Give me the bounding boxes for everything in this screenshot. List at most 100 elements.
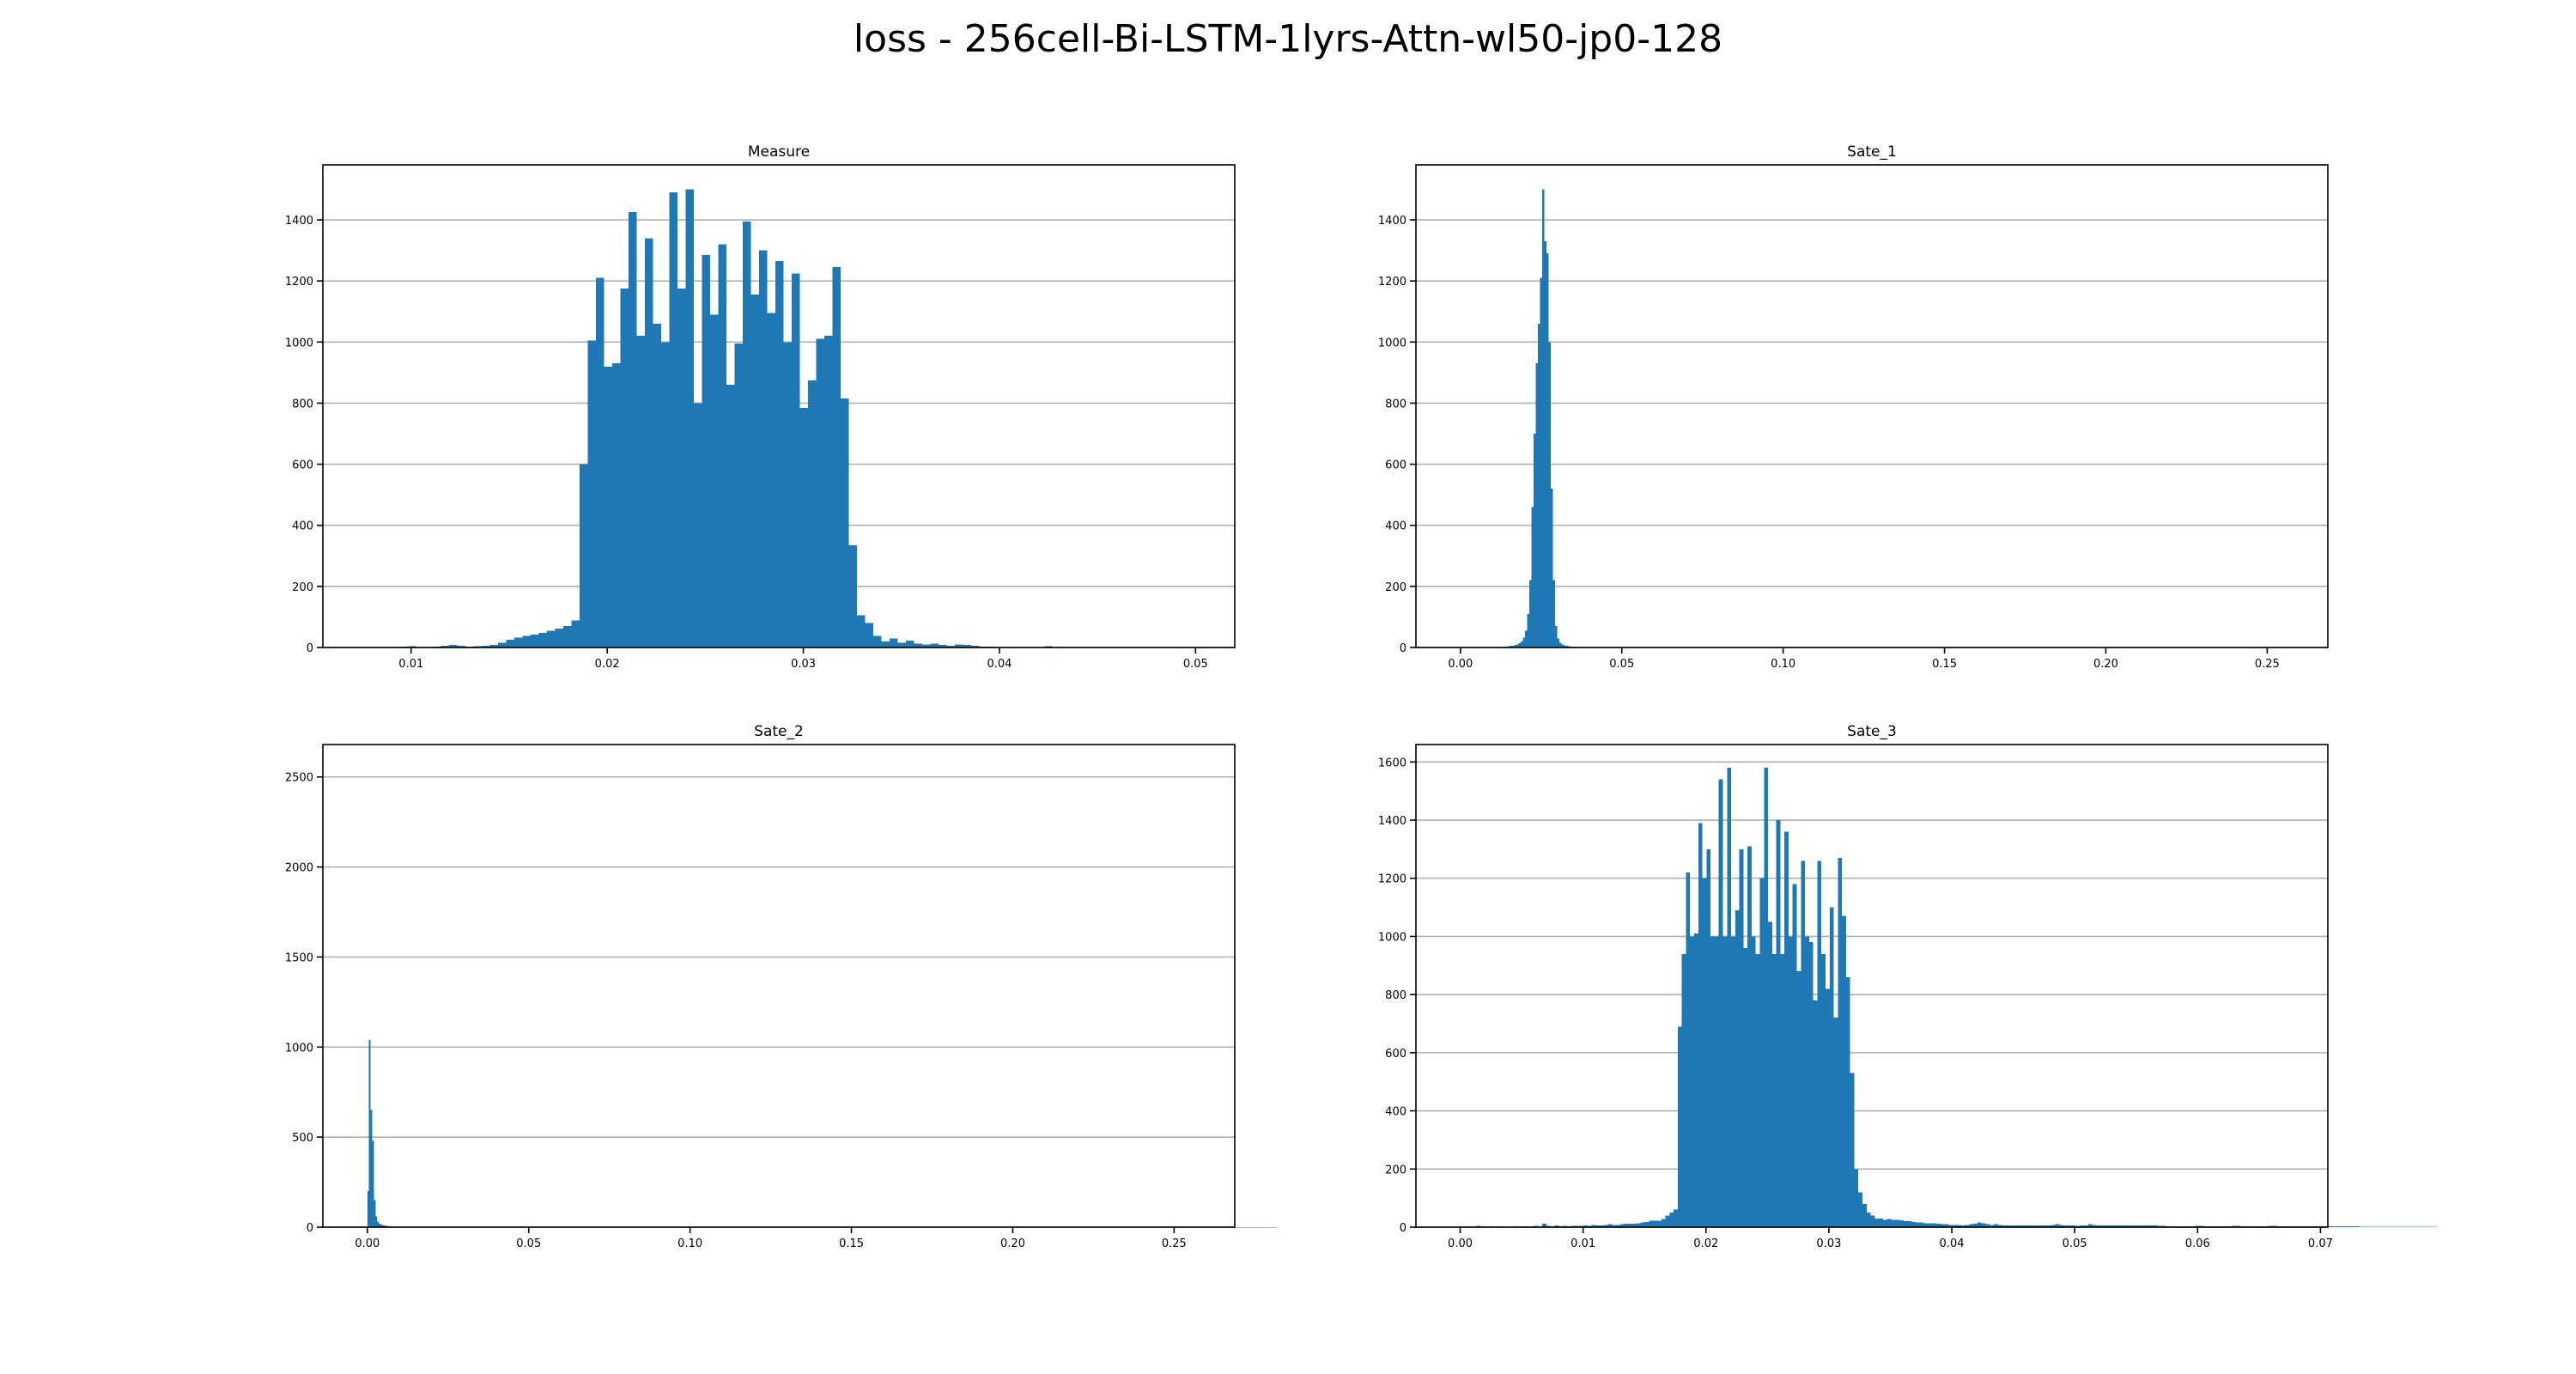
sate-1-histogram-bar [1541, 189, 1545, 648]
sate-3-histogram-bar [1644, 1221, 1649, 1227]
sate-3-histogram-bar [2047, 1225, 2051, 1227]
sate-3-histogram-bar [2387, 1226, 2392, 1227]
sate-3-histogram-bar [1616, 1225, 1620, 1227]
sate-2-histogram-bar [1275, 1226, 1278, 1228]
measure-histogram-bar [653, 323, 662, 647]
sate-3-title: Sate_3 [1847, 723, 1897, 740]
measure-histogram-panel: Measure 0 200 400 600 800 1000 1200 1400 0.01 0.02… [285, 143, 1236, 671]
measure-histogram-bar [832, 267, 841, 647]
sate-3-y-tick-label: 200 [1385, 1164, 1406, 1176]
sate-3-histogram-bar [1624, 1223, 1629, 1227]
sate-2-histogram-bar [1262, 1226, 1265, 1228]
sate-3-histogram-bar [1932, 1223, 1937, 1227]
sate-3-histogram-bar [1879, 1218, 1883, 1227]
sate-3-histogram-bar [1874, 1218, 1880, 1227]
sate-3-histogram-bar [2129, 1225, 2134, 1227]
sate-3-histogram-bar [2142, 1225, 2146, 1227]
measure-histogram-bar [677, 289, 686, 647]
measure-histogram-bar [743, 221, 751, 647]
sate-3-histogram-bar [2421, 1226, 2425, 1227]
sate-3-histogram-bar [2059, 1225, 2064, 1227]
sate-3-histogram-bar [1842, 915, 1846, 1227]
sate-2-histogram-bar [1236, 1226, 1239, 1228]
sate-1-histogram-bar [1552, 580, 1555, 647]
measure-y-tick-label: 600 [292, 459, 313, 472]
sate-1-y-tick-label: 800 [1385, 398, 1406, 410]
sate-3-histogram-bar [1698, 823, 1703, 1227]
sate-3-histogram-bar [2121, 1225, 2125, 1227]
sate-3-histogram-bar [1710, 936, 1715, 1227]
sate-3-histogram-bar [1916, 1222, 1920, 1227]
sate-3-histogram-bar [1923, 1223, 1929, 1227]
sate-3-histogram-bar [2034, 1225, 2039, 1227]
sate-3-histogram-bar [1764, 768, 1769, 1227]
measure-histogram-bar [514, 637, 523, 647]
sate-3-x-tick-label: 0.02 [1693, 1237, 1718, 1250]
sate-3-histogram-bar [1919, 1222, 1924, 1227]
measure-histogram-bar [538, 632, 548, 647]
measure-histogram-bar [587, 340, 597, 647]
measure-y-tick-label: 1400 [285, 215, 313, 228]
sate-3-axes-frame [1415, 744, 2329, 1228]
sate-2-histogram-bar [1242, 1226, 1244, 1228]
sate-3-y-tick-label: 1600 [1378, 757, 1406, 769]
sate-2-histogram-bar [367, 1191, 369, 1227]
sate-2-histogram-bar [377, 1221, 380, 1227]
sate-3-histogram-bar [2071, 1225, 2076, 1227]
sate-2-x-tick-label: 0.25 [1162, 1237, 1187, 1250]
sate-3-histogram-bar [2375, 1226, 2380, 1227]
sate-3-histogram-bar [1669, 1213, 1674, 1227]
sate-3-x-tick-label: 0.07 [2308, 1237, 2333, 1250]
sate-3-histogram-bar [1628, 1223, 1633, 1227]
measure-histogram-bar [531, 635, 539, 647]
measure-histogram-bar [636, 336, 646, 647]
sate-3-histogram-bar [2105, 1225, 2109, 1227]
measure-histogram-bar [890, 638, 898, 647]
sate-3-histogram-bar [1907, 1221, 1912, 1227]
measure-histogram-bar [596, 277, 605, 647]
sate-1-y-tick-label: 1000 [1378, 337, 1406, 350]
sate-3-histogram-bar [2068, 1225, 2072, 1227]
sate-3-histogram-bar [1771, 953, 1777, 1227]
sate-3-histogram-bar [2112, 1225, 2117, 1227]
sate-1-histogram-bar [1535, 363, 1538, 647]
sate-3-histogram-bar [2006, 1225, 2011, 1227]
measure-histogram-bar [734, 344, 744, 647]
measure-y-tick-label: 400 [292, 520, 313, 533]
measure-histogram-bar [946, 645, 956, 647]
sate-3-histogram-bar [1948, 1225, 1953, 1227]
measure-histogram-bar [955, 644, 963, 647]
measure-histogram-bar [930, 643, 939, 647]
sate-3-histogram-bar [2124, 1225, 2129, 1227]
sate-2-histogram-bar [370, 1110, 373, 1227]
sate-2-histogram-bar [381, 1225, 384, 1227]
sate-1-histogram-bar [1528, 580, 1532, 647]
sate-3-histogram-bar [1969, 1224, 1974, 1227]
sate-3-histogram-bar [1603, 1225, 1608, 1227]
measure-histogram-bar [914, 643, 923, 647]
measure-histogram-bar [563, 626, 572, 647]
sate-2-plot-area [323, 745, 1235, 1227]
sate-3-histogram-bar [2359, 1226, 2364, 1227]
sate-3-histogram-bar [1862, 1203, 1867, 1227]
sate-3-histogram-bar [1903, 1221, 1908, 1227]
sate-2-histogram-bar [1255, 1226, 1257, 1228]
sate-2-histogram-bar [383, 1225, 386, 1227]
measure-y-tick-label: 0 [307, 642, 313, 655]
measure-histogram-bar [710, 314, 719, 647]
measure-axes-frame [322, 164, 1236, 648]
measure-histogram-bar [555, 628, 564, 647]
sate-3-histogram-bar [1751, 936, 1756, 1227]
sate-3-histogram-bar [1718, 779, 1723, 1227]
sate-1-histogram-bar [1548, 342, 1551, 647]
sate-3-histogram-bar [2149, 1225, 2154, 1227]
sate-2-histogram-bar [1272, 1226, 1274, 1228]
measure-histogram-bar [897, 642, 907, 647]
sate-1-histogram-bar [1516, 644, 1519, 647]
sate-3-histogram-bar [1801, 860, 1806, 1227]
sate-3-histogram-bar [1928, 1223, 1933, 1227]
sate-1-histogram-bar [1550, 489, 1553, 647]
sate-3-histogram-bar [1747, 846, 1752, 1227]
sate-3-y-tick-label: 800 [1385, 989, 1406, 1002]
sate-3-histogram-bar [1936, 1223, 1941, 1227]
